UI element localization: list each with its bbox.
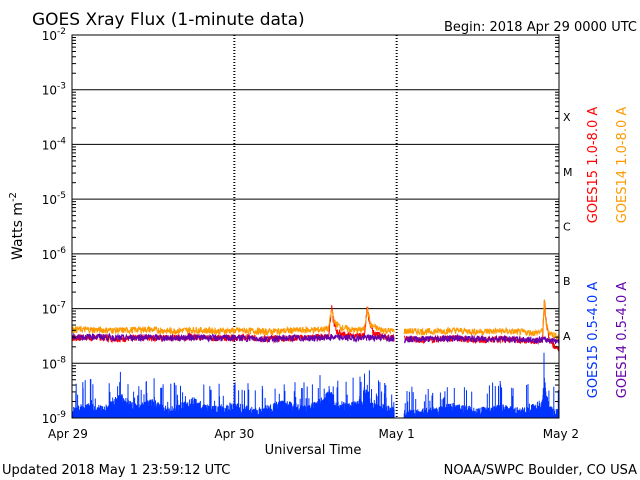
y-tick-base: 10 xyxy=(42,412,57,426)
grid-lines xyxy=(72,35,559,418)
series-goes14-0-5-4-0-a-0 xyxy=(71,332,395,343)
y-tick-exponent: -8 xyxy=(57,355,66,365)
flare-class-c: C xyxy=(563,221,571,234)
y-tick-base: 10 xyxy=(42,357,57,371)
y-tick-base: 10 xyxy=(42,29,57,43)
y-tick-exponent: -3 xyxy=(57,82,66,92)
y-axis-label-base: Watts m xyxy=(10,202,26,260)
x-tick-label: Apr 30 xyxy=(214,427,254,441)
series-goes15-0-5-4-0-a-1 xyxy=(403,352,560,418)
credit-text: NOAA/SWPC Boulder, CO USA xyxy=(444,463,637,478)
y-tick-base: 10 xyxy=(42,138,57,152)
y-tick-base: 10 xyxy=(42,193,57,207)
y-tick-exponent: -2 xyxy=(57,27,66,37)
x-tick-label: Apr 29 xyxy=(48,427,88,441)
flare-class-labels: X M C B A xyxy=(563,111,573,343)
legend-entry: GOES14 0.5-4.0 A xyxy=(615,282,630,399)
flare-class-m: M xyxy=(563,166,573,179)
y-tick-base: 10 xyxy=(42,303,57,317)
legend-entry: GOES14 1.0-8.0 A xyxy=(615,107,630,224)
x-tick-label: May 2 xyxy=(543,427,579,441)
plot-frame xyxy=(71,34,560,419)
y-tick-exponent: -6 xyxy=(57,246,66,256)
y-tick-label: 10-9 xyxy=(42,410,67,426)
x-tick-label: May 1 xyxy=(379,427,415,441)
series-goes14-1-0-8-0-a-1 xyxy=(403,299,560,341)
flare-class-b: B xyxy=(563,275,571,288)
y-tick-label: 10-4 xyxy=(42,136,67,152)
series-goes14-0-5-4-0-a-1 xyxy=(403,333,560,345)
series-goes14-1-0-8-0-a-0 xyxy=(71,307,395,337)
y-axis-label-exponent: -2 xyxy=(8,192,19,202)
y-tick-label: 10-7 xyxy=(42,301,66,317)
y-tick-label: 10-8 xyxy=(42,355,67,371)
y-axis-ticks: 10-210-310-410-510-610-710-810-9 xyxy=(42,27,559,426)
flare-class-a: A xyxy=(563,330,571,343)
y-tick-exponent: -5 xyxy=(57,191,66,201)
y-axis-label: Watts m-2 xyxy=(8,192,26,260)
y-tick-label: 10-6 xyxy=(42,246,67,262)
legend-entry: GOES15 0.5-4.0 A xyxy=(586,282,601,399)
flare-class-x: X xyxy=(563,111,571,124)
y-tick-exponent: -7 xyxy=(57,301,66,311)
y-tick-exponent: -9 xyxy=(57,410,66,420)
legend-entry: GOES15 1.0-8.0 A xyxy=(586,107,601,224)
begin-label: Begin: 2018 Apr 29 0000 UTC xyxy=(444,20,637,35)
x-axis-ticks: Apr 29 Apr 30 May 1 May 2 xyxy=(48,427,579,441)
chart-title: GOES Xray Flux (1-minute data) xyxy=(32,10,305,30)
y-tick-label: 10-5 xyxy=(42,191,66,207)
y-tick-base: 10 xyxy=(42,248,57,262)
series-lines xyxy=(71,299,560,418)
legend: GOES15 1.0-8.0 A GOES14 1.0-8.0 A GOES15 0… xyxy=(586,107,630,399)
y-tick-exponent: -4 xyxy=(57,136,66,146)
y-tick-label: 10-3 xyxy=(42,82,66,98)
updated-timestamp: Updated 2018 May 1 23:59:12 UTC xyxy=(2,463,230,478)
x-axis-label: Universal Time xyxy=(265,443,362,458)
y-tick-base: 10 xyxy=(42,84,57,98)
y-tick-label: 10-2 xyxy=(42,27,66,43)
